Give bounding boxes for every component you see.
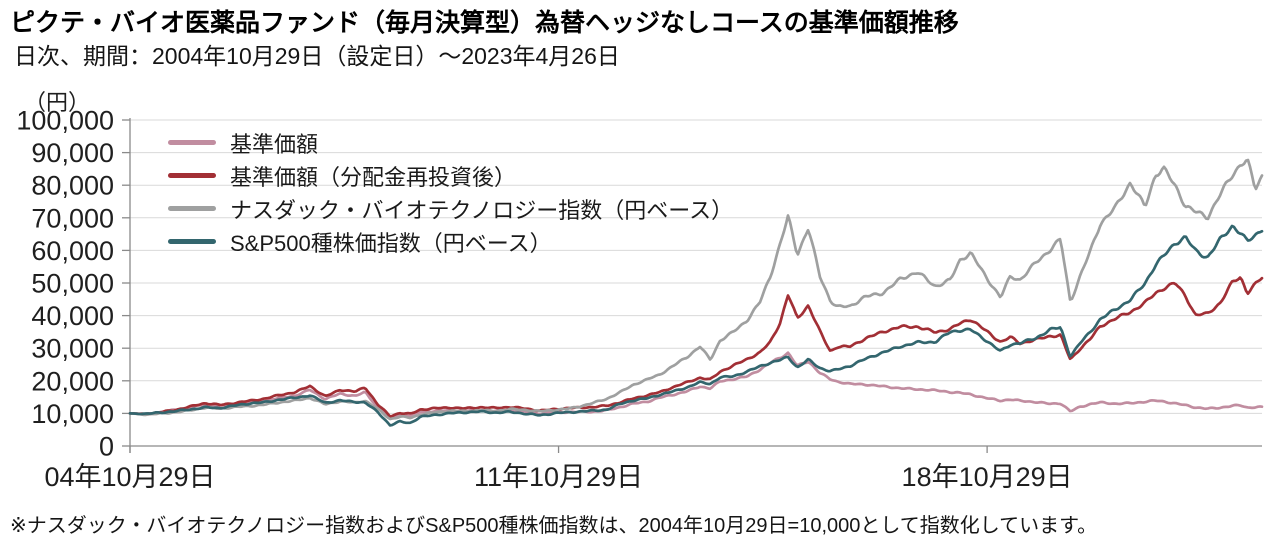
legend-swatch-nasdaq-biotech [168,206,216,211]
y-axis-tick-label: 0 [99,432,114,462]
y-axis-tick-label: 60,000 [31,236,114,266]
legend-swatch-nav-reinvested [168,173,216,178]
x-axis-tick-label: 04年10月29日 [44,462,215,492]
legend-label-sp500: S&P500種株価指数（円ベース） [230,230,552,256]
y-axis-tick-label: 80,000 [31,171,114,201]
page-title: ピクテ・バイオ医薬品ファンド（毎月決算型）為替ヘッジなしコースの基準価額推移 [10,9,959,37]
y-axis-tick-label: 100,000 [16,106,114,136]
legend-label-nasdaq-biotech: ナスダック・バイオテクノロジー指数（円ベース） [230,197,734,223]
series-line-3 [128,224,1264,427]
chart-subtitle-period: 日次、期間：2004年10月29日（設定日）～2023年4月26日 [14,43,620,69]
index-normalization-footnote: ※ナスダック・バイオテクノロジー指数およびS&P500種株価指数は、2004年1… [10,515,1098,537]
legend-swatch-sp500 [168,239,216,244]
y-axis-tick-label: 50,000 [31,269,114,299]
y-axis-tick-label: 40,000 [31,301,114,331]
y-axis-unit-label: （円） [24,90,91,115]
legend-item-nav: 基準価額 [168,126,733,159]
legend-swatch-nav [168,140,216,145]
chart-legend: 基準価額 基準価額（分配金再投資後） ナスダック・バイオテクノロジー指数（円ベー… [168,126,733,258]
x-axis-tick-label: 18年10月29日 [902,462,1073,492]
legend-label-nav-reinvested: 基準価額（分配金再投資後） [230,164,517,190]
legend-item-nasdaq-biotech: ナスダック・バイオテクノロジー指数（円ベース） [168,192,733,225]
legend-label-nav: 基準価額 [230,131,319,157]
y-axis-tick-label: 30,000 [31,334,114,364]
y-axis-tick-label: 10,000 [31,399,114,429]
y-axis-tick-label: 70,000 [31,203,114,233]
legend-item-nav-reinvested: 基準価額（分配金再投資後） [168,159,733,192]
x-axis-tick-label: 11年10月29日 [474,462,643,492]
series-line-1 [128,276,1264,418]
legend-item-sp500: S&P500種株価指数（円ベース） [168,225,733,258]
y-axis-tick-label: 20,000 [31,366,114,396]
y-axis-tick-label: 90,000 [31,138,114,168]
series-line-0 [128,351,1264,418]
